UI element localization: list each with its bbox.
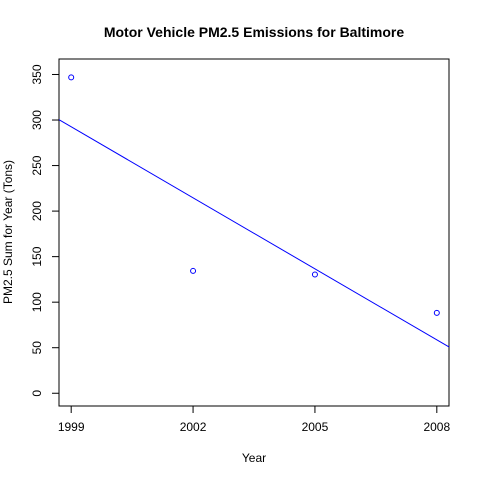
y-axis-label: PM2.5 Sum for Year (Tons) (1, 160, 15, 304)
x-axis: 1999 2002 2005 2008 (58, 406, 450, 434)
trend-line-layer (58, 119, 450, 348)
y-tick-label-2: 100 (30, 292, 44, 312)
data-point-0 (68, 74, 75, 81)
y-tick-label-4: 200 (30, 201, 44, 221)
plot-frame (58, 58, 450, 407)
y-tick-label-7: 350 (30, 64, 44, 84)
y-tick-label-3: 150 (30, 246, 44, 266)
data-points-layer (68, 74, 440, 316)
x-tick-label-2: 2005 (302, 420, 329, 434)
trend-line (58, 119, 450, 348)
data-point-2 (311, 271, 318, 278)
y-tick-label-1: 50 (30, 341, 44, 355)
data-point-3 (433, 309, 440, 316)
x-tick-label-3: 2008 (423, 420, 450, 434)
y-tick-label-6: 300 (30, 110, 44, 130)
x-axis-label: Year (242, 451, 266, 465)
y-axis: 0 50 100 150 200 250 300 350 (30, 64, 59, 397)
y-tick-label-5: 250 (30, 155, 44, 175)
data-point-1 (190, 267, 197, 274)
chart-title: Motor Vehicle PM2.5 Emissions for Baltim… (104, 24, 405, 40)
x-tick-label-0: 1999 (58, 420, 85, 434)
y-tick-label-0: 0 (30, 390, 44, 397)
x-tick-label-1: 2002 (180, 420, 207, 434)
